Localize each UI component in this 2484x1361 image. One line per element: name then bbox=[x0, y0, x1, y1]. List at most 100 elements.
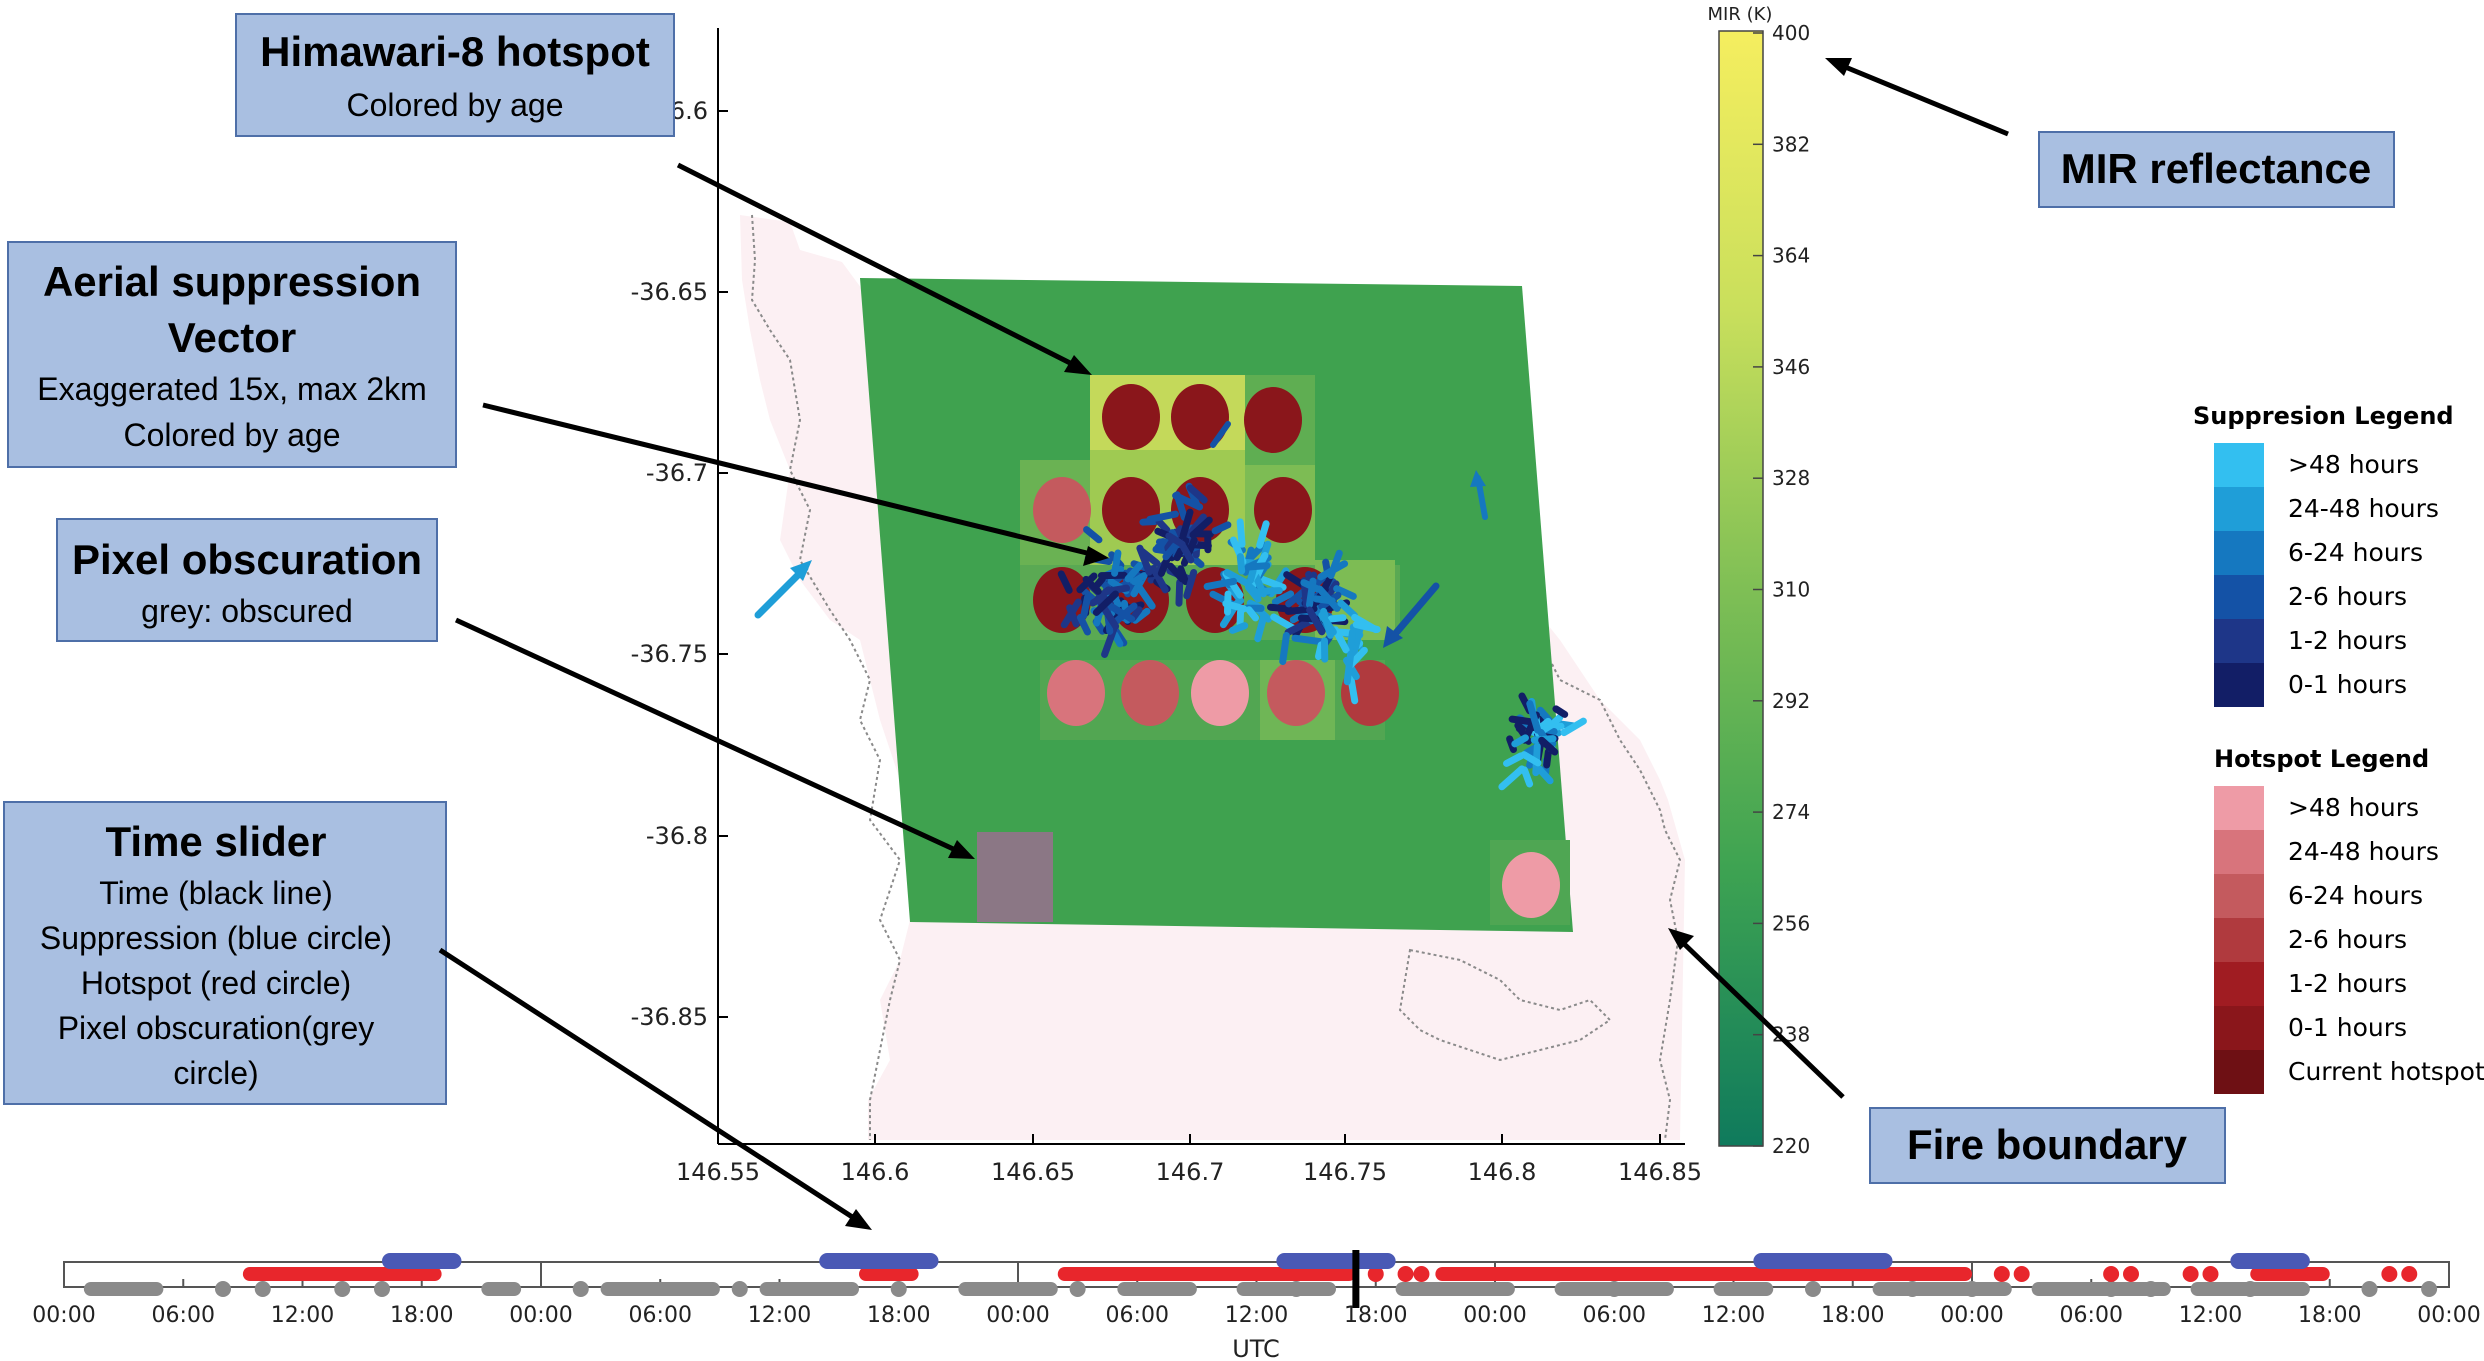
annotation-box bbox=[235, 13, 675, 137]
annotation-box bbox=[56, 518, 438, 642]
timeline-dot bbox=[1993, 1266, 2010, 1282]
colorbar-tick-label: 256 bbox=[1772, 911, 1810, 935]
timeline-interval bbox=[1872, 1282, 2012, 1296]
hotspot bbox=[1033, 477, 1091, 543]
timeline-tick-label: 18:00 bbox=[867, 1303, 930, 1328]
suppression-vectors bbox=[754, 421, 1587, 791]
suppression-vector bbox=[1179, 508, 1194, 540]
timeline-dot bbox=[1964, 1281, 1980, 1297]
legend-swatch bbox=[2214, 1006, 2264, 1050]
annotation-line: Colored by age bbox=[346, 87, 563, 123]
suppression-vector bbox=[1300, 579, 1321, 593]
legend-label: 24-48 hours bbox=[2288, 837, 2439, 866]
timeline-dot bbox=[2381, 1266, 2398, 1282]
legend-label: 1-2 hours bbox=[2288, 969, 2407, 998]
timeline-xlabel: UTC bbox=[1232, 1335, 1280, 1361]
arrow-fire-boundary bbox=[1668, 928, 1845, 1099]
timeline-dot bbox=[2242, 1281, 2259, 1297]
timeline-tick-label: 18:00 bbox=[2298, 1303, 2361, 1328]
suppression-vector bbox=[1267, 603, 1293, 613]
suppression-vector bbox=[1245, 606, 1260, 622]
suppression-vector bbox=[1314, 641, 1325, 661]
legend-label: 0-1 hours bbox=[2288, 670, 2407, 699]
annotation-title: Pixel obscuration bbox=[72, 536, 422, 583]
y-tick-label: -36.75 bbox=[631, 640, 708, 668]
timeline-tick-label: 18:00 bbox=[1344, 1303, 1407, 1328]
timeline-interval bbox=[1276, 1253, 1396, 1269]
annotation-time-slider: Time slider Time (black line) Suppressio… bbox=[3, 801, 447, 1105]
timeline-interval bbox=[83, 1282, 164, 1296]
suppression-vector bbox=[1175, 578, 1184, 607]
colorbar-label: MIR (K) bbox=[1708, 4, 1773, 25]
suppression-vector bbox=[1498, 765, 1526, 791]
timeline-dot bbox=[254, 1281, 271, 1297]
suppression-legend: Suppresion Legend >48 hours 24-48 hours 6-… bbox=[2193, 402, 2454, 707]
suppression-vector bbox=[1256, 520, 1270, 549]
suppression-vector bbox=[1285, 588, 1307, 608]
annotation-box bbox=[2038, 131, 2395, 208]
timeline-interval bbox=[2230, 1253, 2310, 1269]
suppression-vector bbox=[1060, 598, 1082, 629]
suppression-vector bbox=[1130, 572, 1148, 586]
legend-swatch bbox=[2214, 962, 2264, 1006]
timeline-tick-label: 00:00 bbox=[1940, 1303, 2003, 1328]
timeline-dot bbox=[215, 1281, 231, 1297]
timeline-dot bbox=[2401, 1266, 2418, 1282]
timeline-dot bbox=[2182, 1266, 2199, 1282]
suppression-vector bbox=[1543, 748, 1552, 769]
timeline-dot bbox=[2142, 1281, 2159, 1297]
hotspot bbox=[1502, 852, 1560, 918]
hotspot bbox=[1102, 384, 1160, 450]
suppression-vector bbox=[1186, 484, 1208, 504]
suppression-vector bbox=[1228, 622, 1249, 634]
y-tick-label: -36.65 bbox=[631, 278, 708, 306]
y-tick-label: -36.8 bbox=[646, 822, 708, 850]
timeline-tick-label: 00:00 bbox=[986, 1303, 1049, 1328]
annotation-himawari: Himawari-8 hotspot Colored by age bbox=[235, 13, 675, 137]
timeline-tick-label: 00:00 bbox=[509, 1303, 572, 1328]
legend-swatch bbox=[2214, 918, 2264, 962]
suppression-vector bbox=[1526, 700, 1542, 734]
suppression-arrowhead bbox=[1383, 626, 1403, 648]
timeline-tick-label: 12:00 bbox=[748, 1303, 811, 1328]
suppression-vector bbox=[1167, 562, 1186, 583]
y-tick-label: -36.7 bbox=[646, 459, 708, 487]
timeline-dot bbox=[334, 1281, 351, 1297]
suppression-vector bbox=[1211, 521, 1232, 535]
x-tick-label: 146.75 bbox=[1303, 1158, 1387, 1186]
colorbar-tick-label: 310 bbox=[1772, 578, 1810, 602]
legend-label: 24-48 hours bbox=[2288, 494, 2439, 523]
timeline-dot bbox=[1069, 1281, 1086, 1297]
timeline-tick-label: 12:00 bbox=[1225, 1303, 1288, 1328]
obscured-pixel bbox=[977, 832, 1053, 922]
suppression-vector bbox=[1057, 570, 1073, 594]
suppression-arrow bbox=[1386, 582, 1440, 644]
suppression-arrow bbox=[1210, 421, 1231, 448]
timeline-dot bbox=[2103, 1266, 2120, 1282]
suppression-vector bbox=[1094, 586, 1112, 602]
timeline-interval bbox=[1435, 1267, 1972, 1281]
suppression-vector bbox=[1520, 751, 1542, 767]
suppression-vector bbox=[1520, 766, 1534, 788]
suppression-arrow bbox=[754, 564, 809, 619]
arrow-aerial bbox=[482, 402, 1109, 566]
annotation-title: Aerial suppression bbox=[43, 258, 421, 305]
colorbar-tick-label: 220 bbox=[1772, 1134, 1810, 1158]
timeline-tick-label: 06:00 bbox=[2060, 1303, 2123, 1328]
timeline-dot bbox=[1606, 1281, 1623, 1297]
colorbar-tick-label: 364 bbox=[1772, 244, 1810, 268]
suppression-vector bbox=[1146, 510, 1179, 523]
colorbar-tick-label: 382 bbox=[1772, 132, 1810, 156]
timeline-dot bbox=[2103, 1281, 2120, 1297]
timeline-tick-label: 06:00 bbox=[1583, 1303, 1646, 1328]
arrow-pixel bbox=[454, 617, 975, 859]
legend-swatch bbox=[2214, 1050, 2264, 1094]
suppression-vector bbox=[1508, 715, 1536, 726]
suppression-vector bbox=[1317, 560, 1349, 581]
time-slider[interactable]: 00:00 06:00 12:00 18:00 00:00 06:00 12:00 18:00… bbox=[32, 1250, 2481, 1361]
timeline-dot bbox=[1367, 1266, 1384, 1282]
obscured-markers bbox=[83, 1281, 2438, 1297]
suppression-vector bbox=[1312, 595, 1336, 605]
suppression-vector bbox=[1104, 601, 1136, 623]
suppression-vector bbox=[1082, 575, 1102, 595]
